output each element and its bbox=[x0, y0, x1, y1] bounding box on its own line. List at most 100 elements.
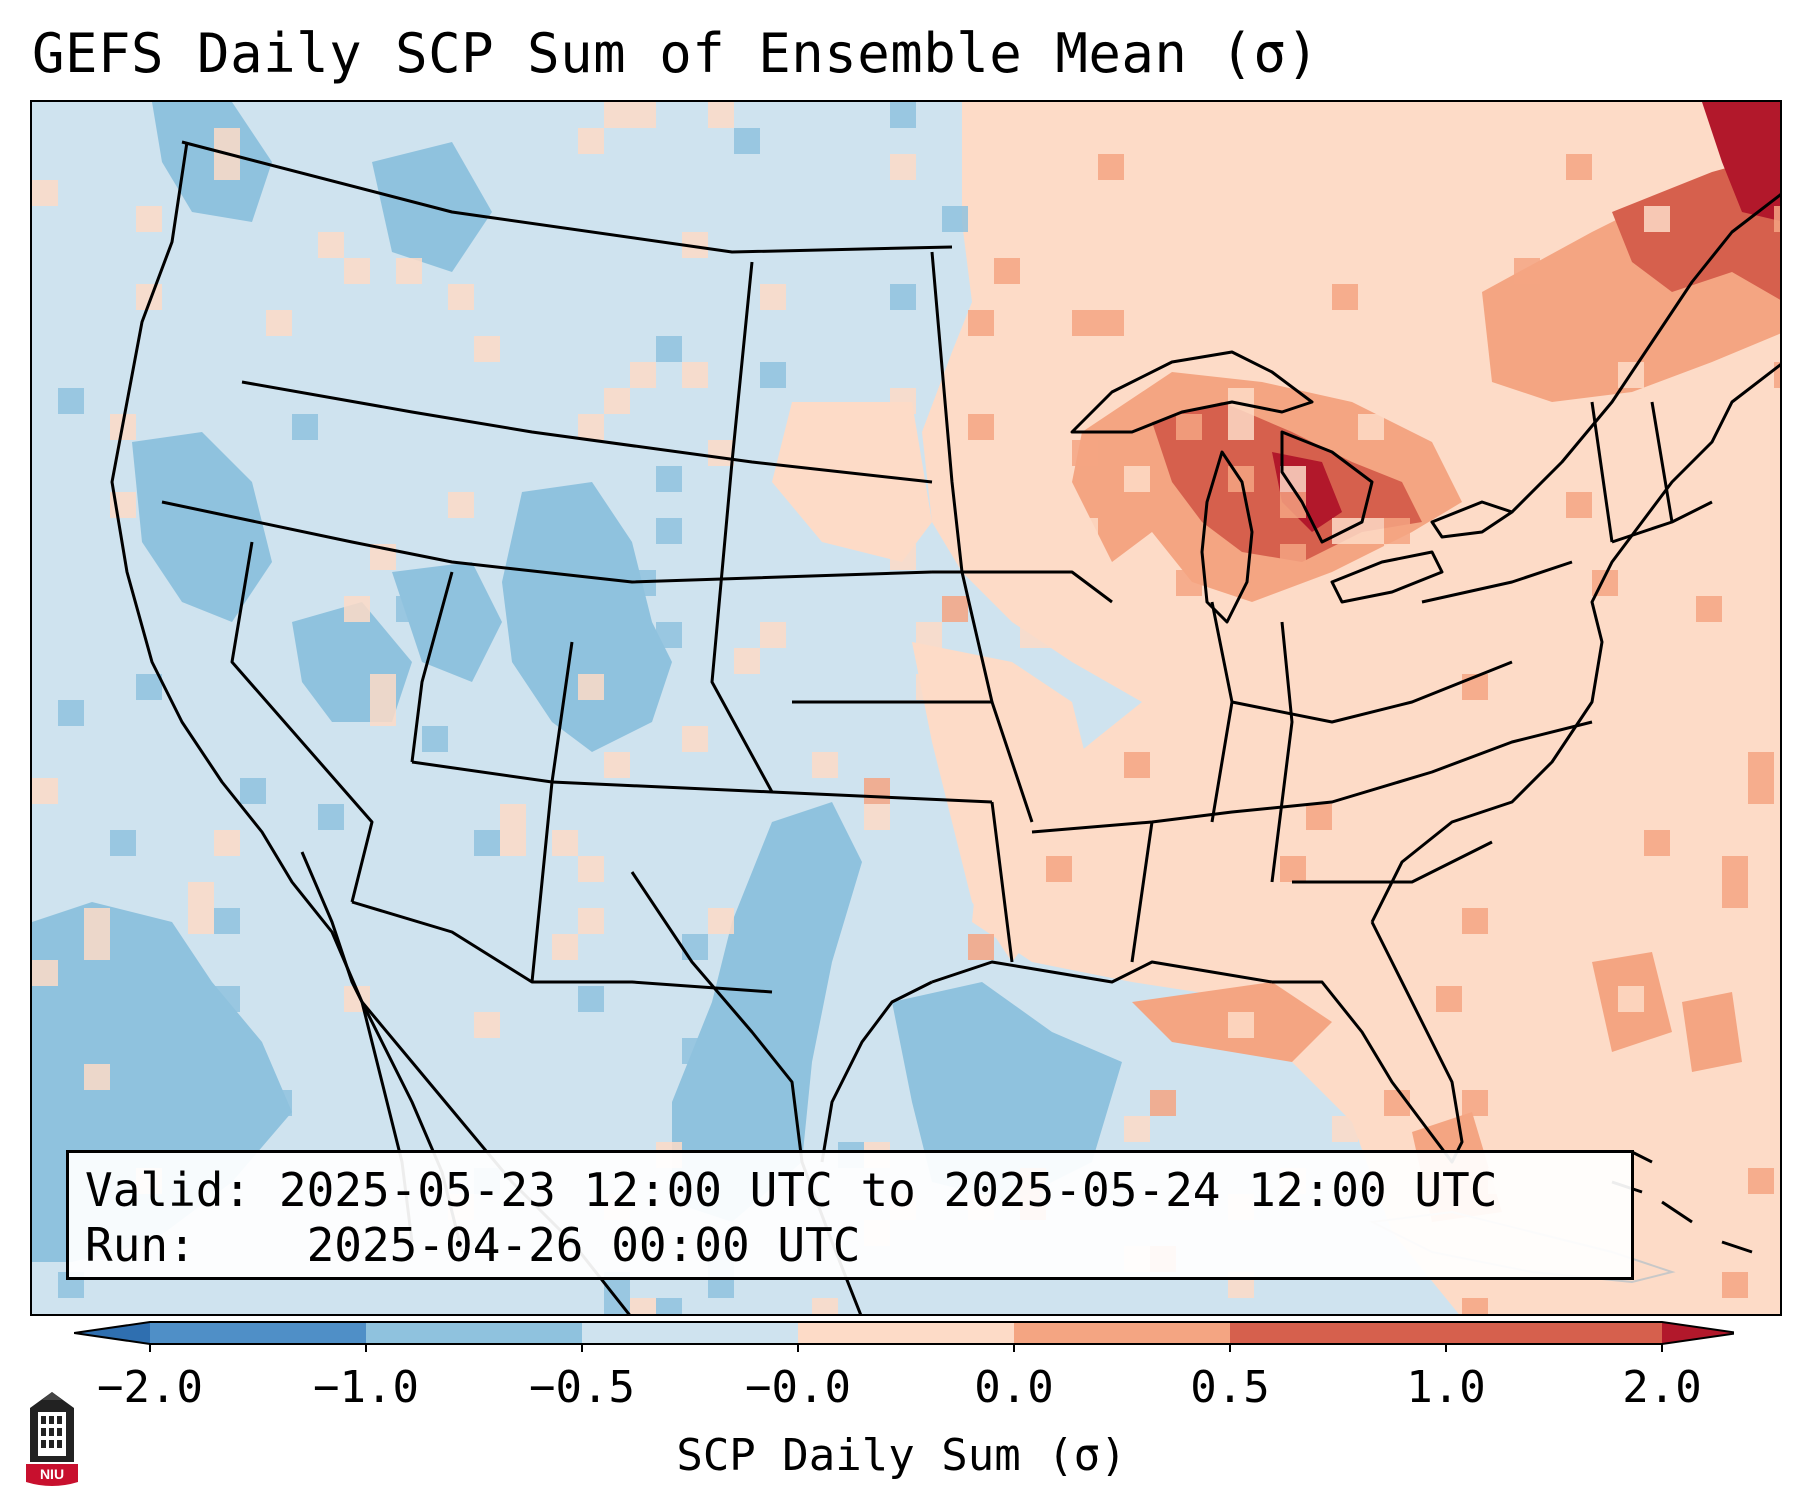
field-pixel bbox=[890, 388, 916, 414]
field-pixel bbox=[994, 258, 1020, 284]
field-pixel bbox=[1332, 674, 1358, 700]
state-line bbox=[1130, 821, 1154, 963]
field-pixel bbox=[1566, 154, 1592, 180]
state-line bbox=[530, 641, 574, 983]
field-pixel bbox=[1514, 934, 1540, 960]
colorbar-segment bbox=[582, 1322, 798, 1344]
field-pixel bbox=[1098, 154, 1124, 180]
field-pixel bbox=[1514, 1298, 1540, 1314]
field-pixel bbox=[604, 752, 630, 778]
field-pixel bbox=[500, 830, 526, 856]
field-pixel bbox=[396, 258, 422, 284]
state-line bbox=[1421, 560, 1573, 604]
colorbar-extend-high bbox=[1662, 1322, 1734, 1344]
pixel-grid bbox=[32, 102, 1780, 1314]
field-pixel bbox=[1722, 1298, 1748, 1314]
field-pixel bbox=[474, 336, 500, 362]
field-pixel bbox=[1098, 882, 1124, 908]
field-pixel bbox=[84, 1064, 110, 1090]
field-pixel bbox=[708, 102, 734, 128]
field-pixel bbox=[1280, 492, 1306, 518]
field-pixel bbox=[448, 284, 474, 310]
colorbar-segment bbox=[150, 1322, 366, 1344]
state-line bbox=[1650, 401, 1674, 523]
field-dark-red-quebec bbox=[1702, 102, 1780, 222]
field-pixel bbox=[734, 128, 760, 154]
field-blue-north bbox=[152, 102, 272, 222]
field-pixel bbox=[58, 700, 84, 726]
field-pixel bbox=[240, 778, 266, 804]
field-pixel bbox=[1566, 180, 1592, 206]
field-pixel bbox=[578, 674, 604, 700]
pacific-coastline bbox=[110, 141, 414, 1243]
scp-map bbox=[32, 102, 1780, 1314]
field-pixel bbox=[1098, 310, 1124, 336]
field-pixel bbox=[1280, 856, 1306, 882]
field-pixel bbox=[1774, 362, 1780, 388]
colorbar-segment bbox=[1446, 1322, 1662, 1344]
field-pixel bbox=[760, 362, 786, 388]
field-pixel bbox=[630, 1298, 656, 1314]
field-pixel bbox=[942, 596, 968, 622]
field-pixel bbox=[1618, 1090, 1644, 1116]
lake-huron bbox=[1280, 430, 1374, 544]
colorbar-tick-label: 0.0 bbox=[974, 1362, 1054, 1413]
colorbar-label: SCP Daily Sum (σ) bbox=[676, 1430, 1127, 1481]
field-pixel bbox=[994, 466, 1020, 492]
field-pixel bbox=[656, 466, 682, 492]
field-pixel bbox=[890, 284, 916, 310]
field-pixel bbox=[318, 232, 344, 258]
colorbar-segment bbox=[1014, 1322, 1230, 1344]
field-pixel bbox=[734, 648, 760, 674]
field-pixel bbox=[864, 778, 890, 804]
field-pixel bbox=[1358, 414, 1384, 440]
field-pixel bbox=[1384, 1090, 1410, 1116]
field-pixel bbox=[760, 284, 786, 310]
field-pixel bbox=[1254, 336, 1280, 362]
field-pixel bbox=[1774, 206, 1780, 232]
field-pixel bbox=[1124, 466, 1150, 492]
field-pixel bbox=[1124, 752, 1150, 778]
field-pixel bbox=[318, 804, 344, 830]
state-line bbox=[1590, 401, 1614, 543]
run-label: Run: bbox=[85, 1218, 196, 1272]
state-line bbox=[932, 570, 1113, 604]
field-pixel bbox=[1540, 986, 1566, 1012]
field-pixel bbox=[968, 414, 994, 440]
lake-superior bbox=[1070, 350, 1314, 434]
field-pixel bbox=[1306, 726, 1332, 752]
field-pixel bbox=[1748, 1220, 1774, 1246]
field-blue-nw bbox=[132, 432, 272, 622]
field-pixel bbox=[1072, 440, 1098, 466]
field-pixel bbox=[968, 362, 994, 388]
field-pixel bbox=[578, 414, 604, 440]
field-pixel bbox=[1228, 414, 1254, 440]
field-pixel bbox=[812, 752, 838, 778]
field-pixel bbox=[422, 726, 448, 752]
valid-run-info-box: Valid: 2025-05-23 12:00 UTC to 2025-05-2… bbox=[66, 1150, 1634, 1280]
field-pixel bbox=[916, 674, 942, 700]
field-pixel bbox=[630, 362, 656, 388]
state-line bbox=[1270, 621, 1294, 883]
field-pixel bbox=[1462, 1090, 1488, 1116]
field-pixel bbox=[214, 128, 240, 154]
field-pixel bbox=[1436, 986, 1462, 1012]
colorbar-tick-label: 0.5 bbox=[1190, 1362, 1270, 1413]
field-pixel bbox=[32, 180, 58, 206]
field-pixel bbox=[656, 622, 682, 648]
field-pixel bbox=[890, 544, 916, 570]
field-pixel bbox=[1514, 856, 1540, 882]
field-pixel bbox=[1358, 804, 1384, 830]
field-pixel bbox=[656, 336, 682, 362]
field-pixel bbox=[1228, 804, 1254, 830]
field-pixel bbox=[1514, 258, 1540, 284]
colorbar bbox=[74, 1321, 1734, 1352]
field-pixel bbox=[1592, 102, 1618, 128]
field-pixel bbox=[266, 1090, 292, 1116]
colorbar-segment bbox=[798, 1322, 1014, 1344]
field-pixel bbox=[1462, 1298, 1488, 1314]
field-pixel bbox=[1748, 1168, 1774, 1194]
field-pixel bbox=[1332, 284, 1358, 310]
state-line bbox=[241, 380, 933, 484]
field-pixel bbox=[604, 102, 630, 128]
